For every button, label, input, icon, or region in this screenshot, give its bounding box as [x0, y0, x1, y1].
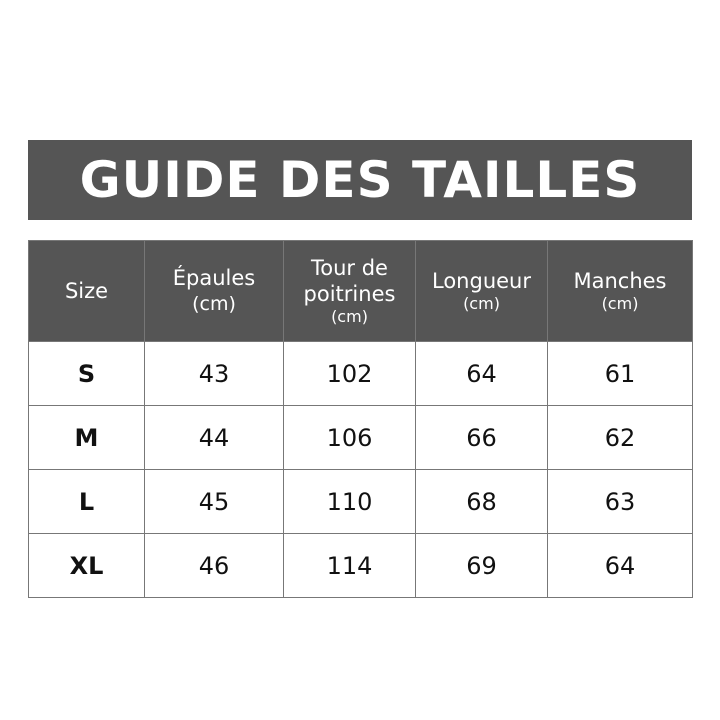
measurement-cell: 68	[415, 469, 548, 534]
measurement-cell: 61	[547, 341, 693, 406]
measurement-cell: 44	[144, 405, 284, 470]
column-unit: (cm)	[192, 293, 236, 315]
size-cell: S	[28, 341, 145, 406]
measurement-cell: 106	[283, 405, 416, 470]
column-header-size: Size	[28, 240, 145, 342]
measurement-cell: 62	[547, 405, 693, 470]
page-title: GUIDE DES TAILLES	[28, 140, 692, 220]
size-table: Size Épaules (cm) Tour de poitrines (cm) L…	[28, 240, 693, 598]
measurement-cell: 114	[283, 533, 416, 598]
measurement-cell: 46	[144, 533, 284, 598]
column-label: Manches	[573, 269, 667, 293]
column-unit: (cm)	[463, 294, 500, 313]
measurement-cell: 63	[547, 469, 693, 534]
column-header-longueur: Longueur (cm)	[415, 240, 548, 342]
table-header-row: Size Épaules (cm) Tour de poitrines (cm) L…	[28, 240, 693, 342]
column-label: Longueur	[432, 269, 531, 293]
measurement-cell: 69	[415, 533, 548, 598]
measurement-cell: 66	[415, 405, 548, 470]
column-header-epaules: Épaules (cm)	[144, 240, 284, 342]
table-row: L 45 110 68 63	[28, 469, 693, 534]
measurement-cell: 64	[415, 341, 548, 406]
column-label: Size	[64, 279, 109, 303]
size-cell: L	[28, 469, 145, 534]
measurement-cell: 102	[283, 341, 416, 406]
column-unit: (cm)	[601, 294, 639, 313]
size-cell: M	[28, 405, 145, 470]
table-row: XL 46 114 69 64	[28, 533, 693, 598]
column-header-tour-de-poitrines: Tour de poitrines (cm)	[283, 240, 416, 342]
size-cell: XL	[28, 533, 145, 598]
table-row: M 44 106 66 62	[28, 405, 693, 470]
column-label: Épaules	[172, 266, 256, 290]
measurement-cell: 64	[547, 533, 693, 598]
column-label: Tour de poitrines	[303, 256, 396, 306]
measurement-cell: 45	[144, 469, 284, 534]
measurement-cell: 43	[144, 341, 284, 406]
table-row: S 43 102 64 61	[28, 341, 693, 406]
measurement-cell: 110	[283, 469, 416, 534]
column-unit: (cm)	[331, 307, 368, 326]
column-header-manches: Manches (cm)	[547, 240, 693, 342]
